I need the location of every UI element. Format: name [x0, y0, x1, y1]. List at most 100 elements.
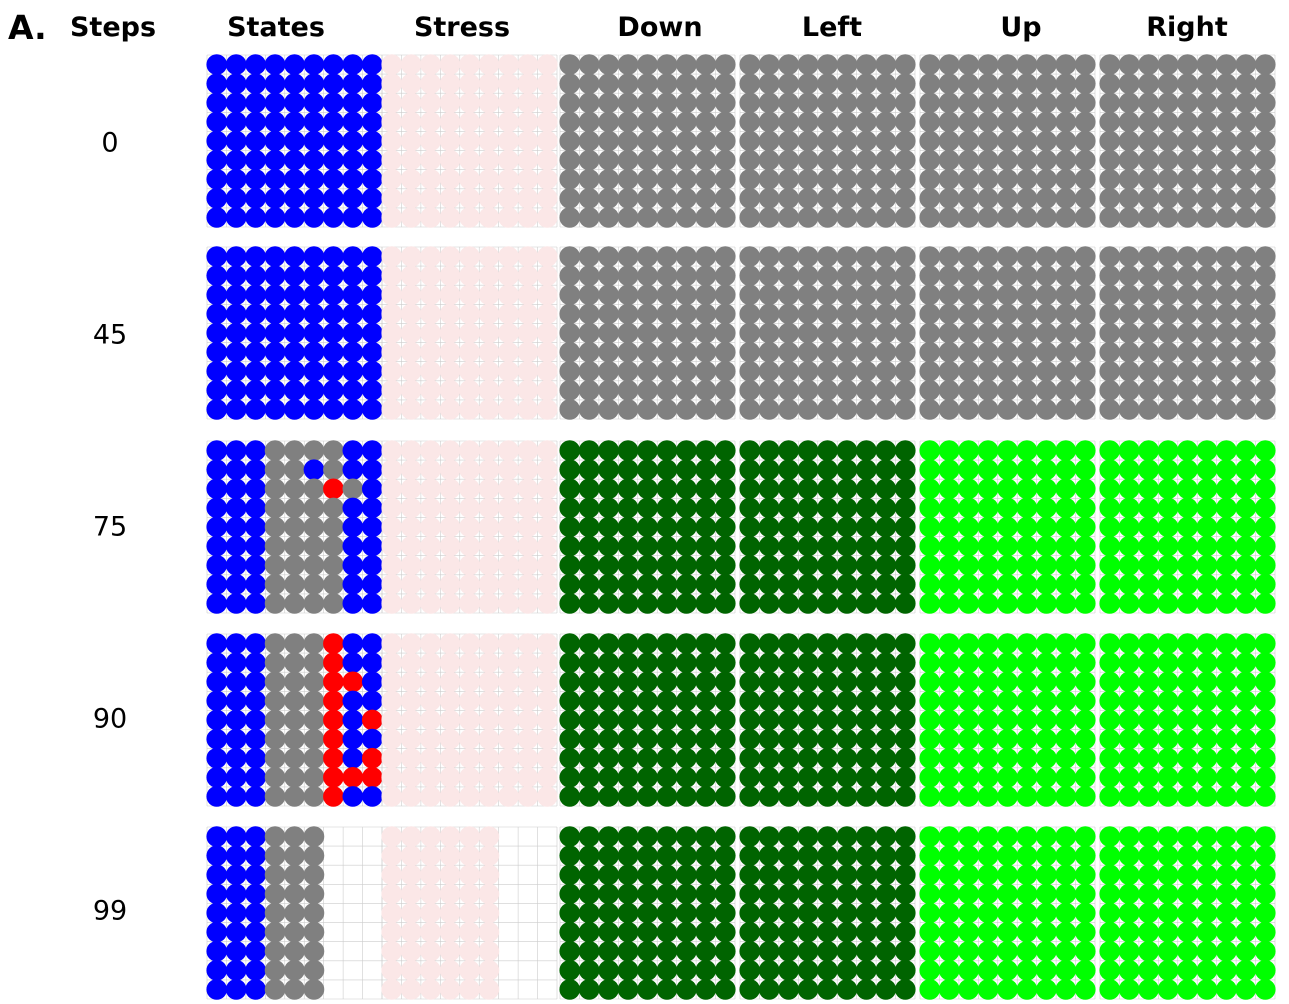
cell-states: [225, 902, 247, 924]
cell-left: [894, 54, 916, 75]
cell-stress: [498, 168, 519, 190]
cell-states: [361, 633, 383, 654]
cell-right: [1138, 440, 1159, 461]
cell-up: [958, 360, 979, 382]
cell-stress: [517, 652, 539, 673]
cell-down: [578, 554, 600, 576]
cell-down: [637, 979, 658, 1000]
cell-left: [739, 399, 761, 420]
cell-left: [875, 478, 897, 500]
cell-stress: [420, 593, 441, 614]
cell-stress: [536, 767, 558, 788]
cell-left: [894, 921, 916, 943]
cell-down: [676, 767, 697, 788]
cell-up: [958, 786, 979, 807]
cell-down: [714, 54, 736, 75]
cell-left: [797, 960, 819, 981]
cell-states: [284, 864, 305, 886]
cell-left: [817, 690, 838, 712]
cell-states: [284, 554, 305, 576]
cell-right: [1177, 478, 1198, 500]
cell-states: [264, 303, 286, 325]
cell-stress: [536, 54, 558, 75]
cell-up: [919, 574, 941, 595]
cell-left: [739, 265, 761, 286]
cell-down: [637, 767, 658, 788]
cell-down: [578, 360, 600, 382]
cell-left: [817, 960, 838, 981]
cell-stress: [400, 168, 422, 190]
cell-states: [206, 902, 228, 924]
cell-down: [656, 902, 678, 924]
cell-down: [714, 459, 736, 480]
cell-right: [1235, 593, 1257, 614]
cell-down: [656, 652, 678, 673]
cell-down: [676, 979, 697, 1000]
cell-right: [1138, 979, 1159, 1000]
cell-up: [1055, 246, 1077, 267]
cell-states: [303, 845, 325, 866]
cell-states: [245, 303, 266, 325]
cell-right: [1138, 303, 1159, 325]
cell-stress: [478, 168, 500, 190]
cell-right: [1118, 709, 1140, 731]
cell-down: [656, 554, 678, 576]
cell-states: [264, 92, 286, 114]
cell-left: [817, 168, 838, 190]
cell-right: [1118, 979, 1140, 1000]
cell-right: [1138, 92, 1159, 114]
cell-up: [1055, 921, 1077, 943]
cell-right: [1118, 786, 1140, 807]
cell-left: [758, 554, 780, 576]
cell-up: [958, 593, 979, 614]
cell-stress: [381, 207, 403, 228]
cell-stress: [517, 554, 539, 576]
cell-states: [264, 940, 286, 962]
cell-left: [817, 671, 838, 693]
cell-stress: [517, 73, 539, 94]
cell-left: [739, 380, 761, 401]
cell-stress: [459, 478, 480, 500]
cell-right: [1118, 188, 1140, 209]
cell-right: [1216, 845, 1237, 866]
cell-up: [977, 497, 999, 519]
cell-up: [958, 73, 979, 94]
cell-down: [714, 130, 736, 152]
cell-states: [303, 265, 325, 286]
cell-up: [1055, 207, 1077, 228]
cell-states: [225, 322, 247, 344]
cell-up: [1016, 497, 1038, 519]
cell-left: [758, 207, 780, 228]
cell-left: [739, 574, 761, 595]
cell-right: [1216, 478, 1237, 500]
cell-stress: [536, 535, 558, 557]
cell-right: [1196, 265, 1218, 286]
cell-states: [303, 399, 325, 420]
cell-stress: [517, 535, 539, 557]
cell-states: [342, 574, 364, 595]
cell-states: [323, 535, 344, 557]
left-header: Left: [801, 12, 863, 43]
cell-right: [1099, 188, 1121, 209]
cell-states: [264, 902, 286, 924]
cell-right: [1099, 246, 1121, 267]
cell-up: [919, 246, 941, 267]
cell-left: [875, 284, 897, 306]
cell-states: [284, 671, 305, 693]
cell-up: [919, 864, 941, 886]
cell-stress: [381, 360, 403, 382]
cell-states: [303, 92, 325, 114]
cell-stress: [478, 883, 500, 905]
cell-right: [1196, 845, 1218, 866]
cell-up: [938, 574, 960, 595]
cell-right: [1138, 168, 1159, 190]
cell-states: [206, 554, 228, 576]
cell-down: [559, 399, 581, 420]
cell-left: [894, 652, 916, 673]
cell-up: [997, 168, 1018, 190]
cell-stress: [498, 747, 519, 769]
panel-stress-step-0: [381, 54, 558, 228]
cell-right: [1157, 111, 1179, 133]
cell-right: [1216, 284, 1237, 306]
